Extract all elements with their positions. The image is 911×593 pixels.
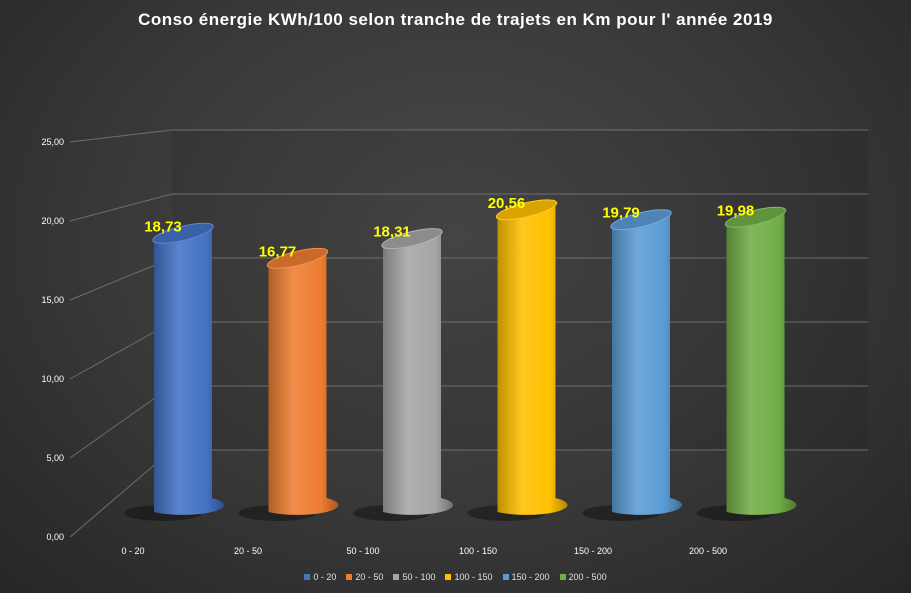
- y-tick-label: 5,00: [46, 453, 64, 463]
- legend-item: 100 - 150: [445, 572, 493, 582]
- legend-item: 50 - 100: [393, 572, 435, 582]
- legend-label: 20 - 50: [355, 572, 384, 582]
- side-gridline: [69, 129, 173, 143]
- x-tick-label: 150 - 200: [574, 546, 612, 556]
- chart-title: Conso énergie KWh/100 selon tranche de t…: [138, 10, 773, 29]
- legend-item: 0 - 20: [304, 572, 336, 582]
- legend-swatch: [502, 574, 509, 580]
- bar-0-20: [154, 226, 225, 515]
- bar-top: [495, 199, 558, 221]
- side-gridline: [69, 193, 173, 222]
- legend-label: 200 - 500: [568, 572, 607, 582]
- legend-item: 150 - 200: [502, 572, 550, 582]
- bars-layer: [124, 199, 797, 521]
- x-tick-label: 50 - 100: [346, 546, 379, 556]
- legend-item: 20 - 50: [346, 572, 383, 582]
- legend-label: 150 - 200: [511, 572, 550, 582]
- legend-swatch: [445, 574, 452, 580]
- bar-150-200: [612, 212, 683, 515]
- legend-swatch: [304, 574, 311, 580]
- bar-50-100: [383, 231, 454, 515]
- legend: 0 - 20 20 - 50 50 - 100 100 - 150 150 - 200 2…: [0, 572, 911, 582]
- legend-swatch: [559, 574, 566, 580]
- legend-swatch: [346, 574, 353, 580]
- x-tick-label: 200 - 500: [689, 546, 727, 556]
- data-label: 19,79: [602, 205, 640, 222]
- y-tick-label: 20,00: [41, 216, 64, 226]
- bar-top: [610, 209, 672, 231]
- data-label: 20,56: [488, 195, 526, 212]
- bar-top: [266, 247, 329, 269]
- y-tick-label: 25,00: [41, 137, 64, 147]
- bar-top: [381, 228, 443, 250]
- y-tick-label: 0,00: [46, 532, 64, 542]
- legend-label: 0 - 20: [313, 572, 337, 582]
- legend-item: 200 - 500: [559, 572, 607, 582]
- legend-swatch: [393, 574, 400, 580]
- data-label: 19,98: [717, 202, 755, 219]
- legend-label: 100 - 150: [454, 572, 493, 582]
- bar-top: [724, 206, 787, 228]
- y-tick-label: 10,00: [41, 374, 64, 384]
- y-tick-label: 15,00: [41, 295, 64, 305]
- bar-20-50: [268, 251, 339, 515]
- x-tick-label: 20 - 50: [234, 546, 262, 556]
- data-label: 18,31: [373, 224, 411, 241]
- bar-top: [152, 222, 214, 244]
- legend-label: 50 - 100: [402, 572, 436, 582]
- bar-100-150: [497, 202, 568, 515]
- data-label: 18,73: [144, 218, 182, 235]
- x-tick-label: 100 - 150: [459, 546, 497, 556]
- data-label: 16,77: [259, 243, 297, 260]
- bar-200-500: [726, 210, 797, 515]
- labels-layer: 18,73 0 - 20 16,77 20 - 50 18,31 50 - 100 20,5…: [121, 195, 754, 556]
- x-tick-label: 0 - 20: [121, 546, 144, 556]
